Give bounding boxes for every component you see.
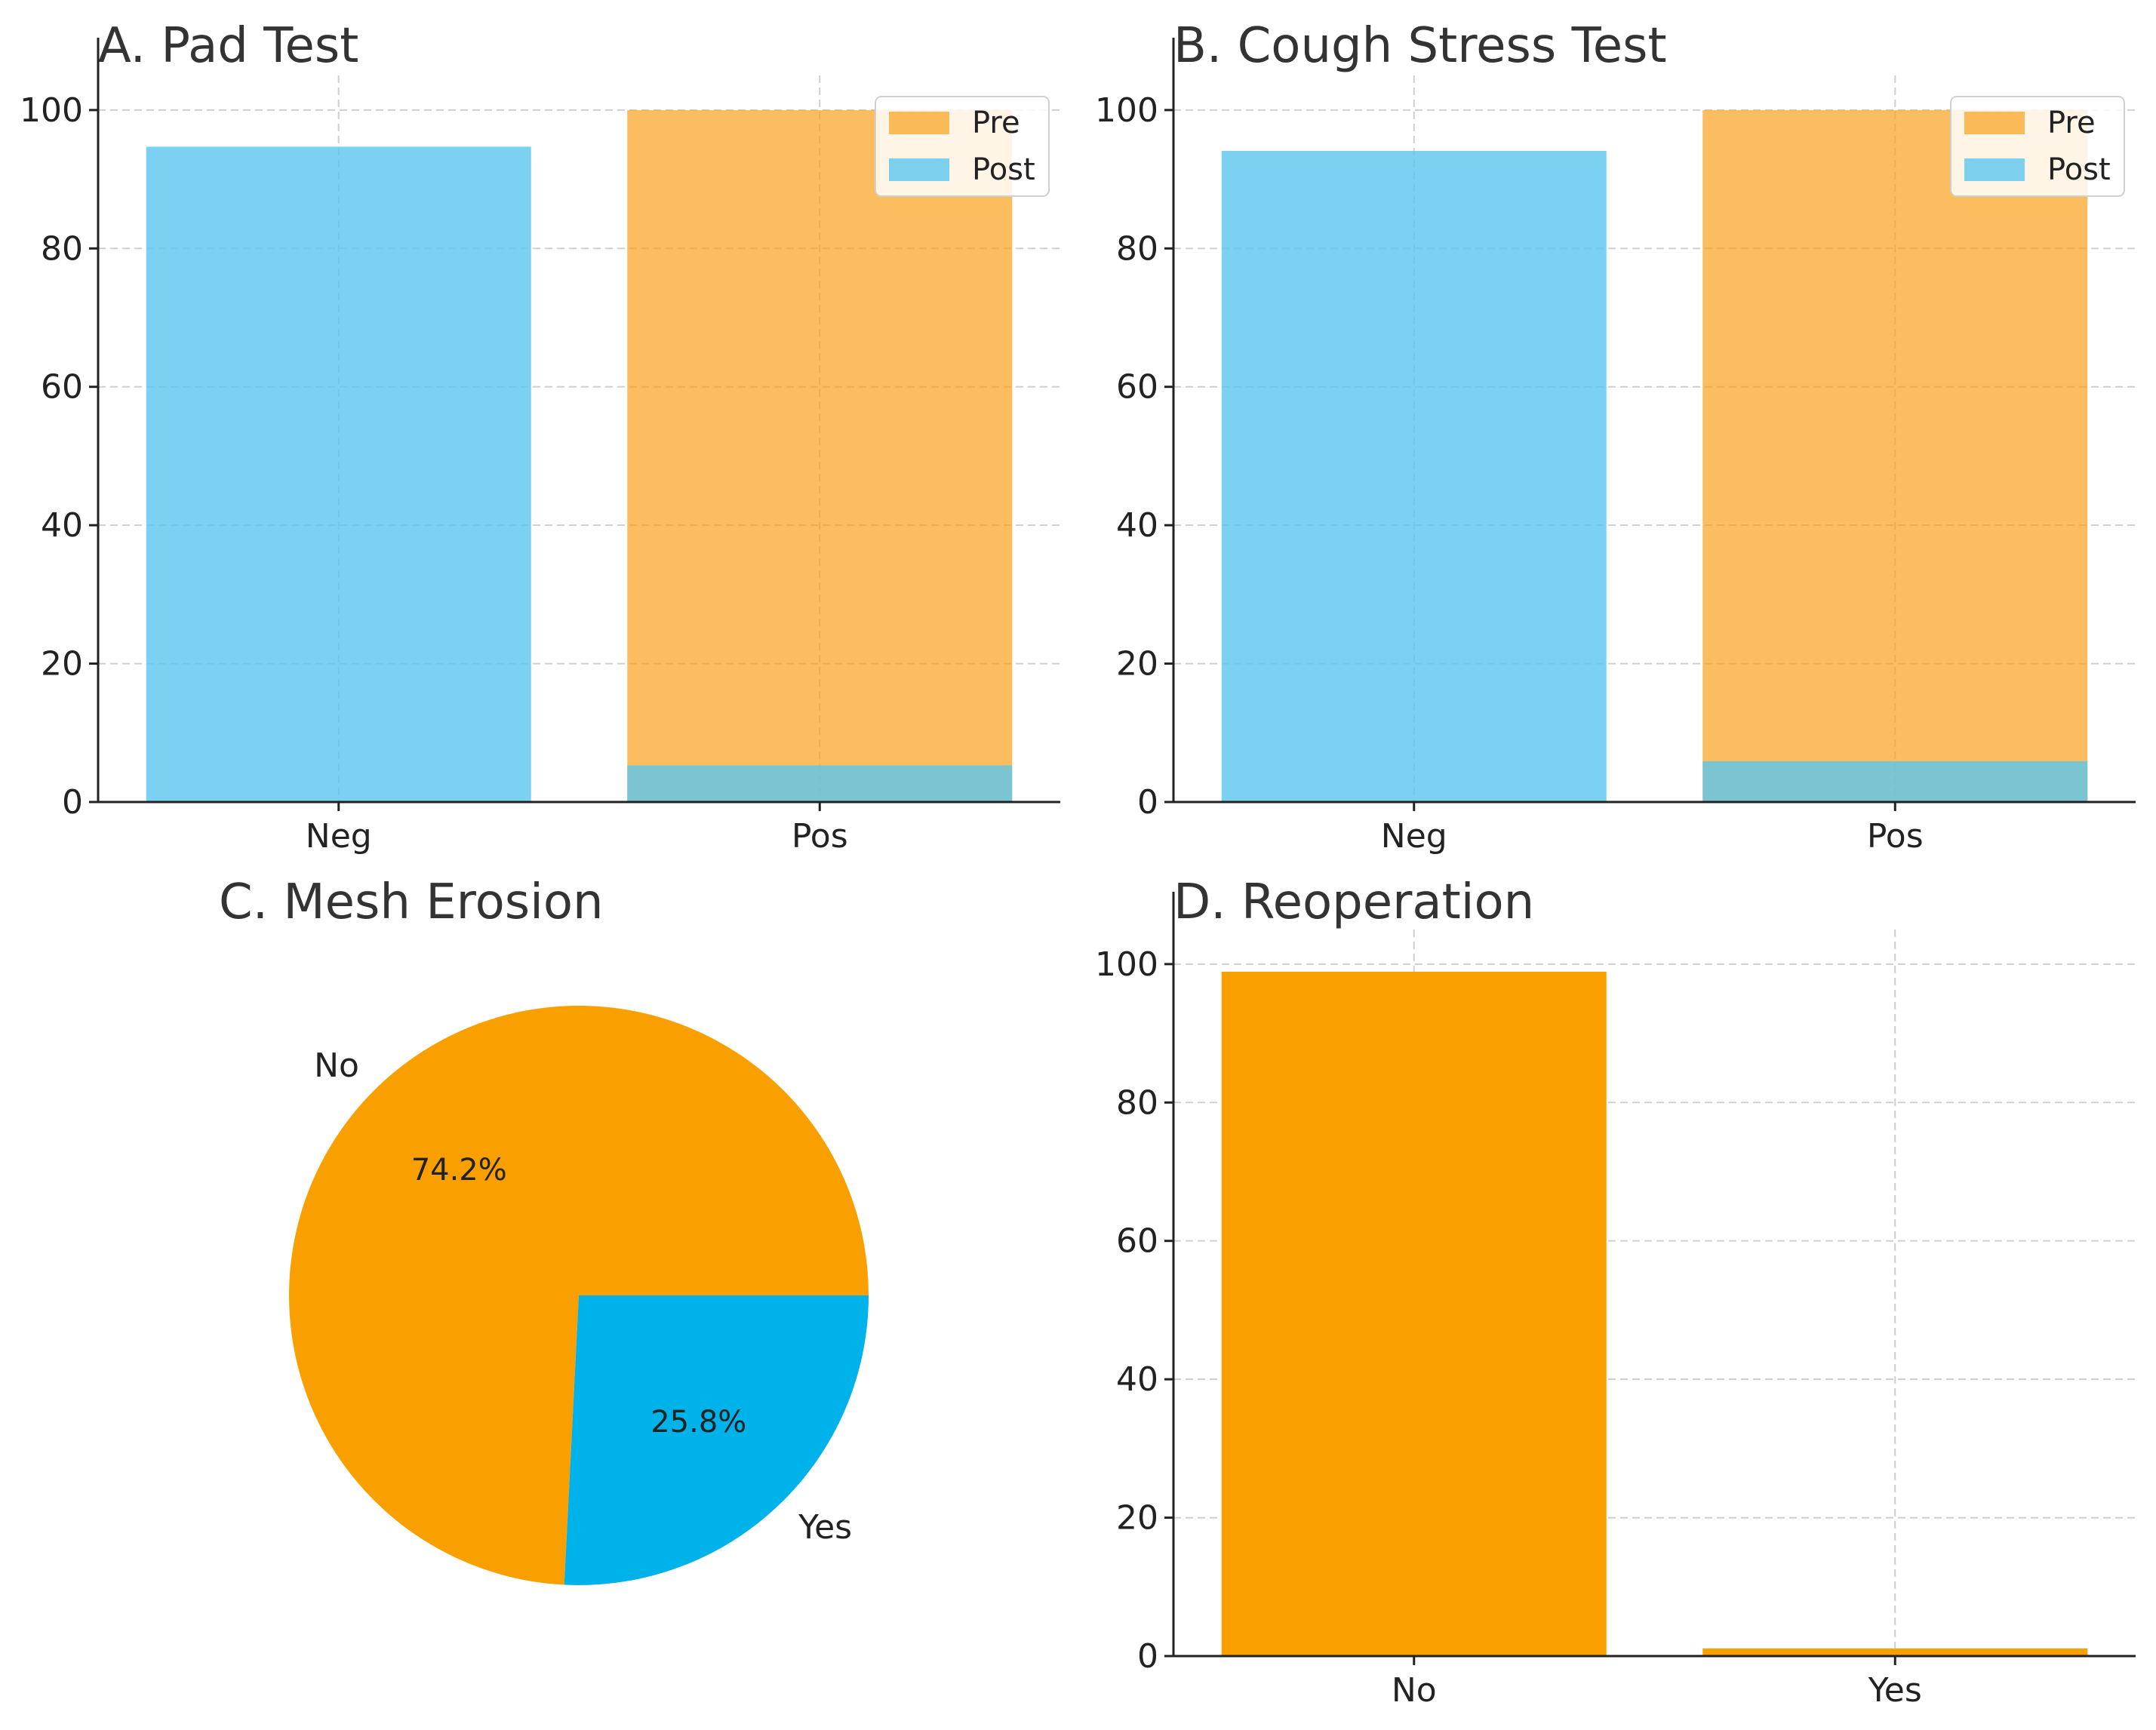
panel-cough-stress-test: B. Cough Stress Test 0 20 40 60 80 100 Neg Pos P… bbox=[1095, 18, 2136, 856]
axes-pad-test: 0 20 40 60 80 100 Neg Pos Pre Post bbox=[20, 38, 1060, 856]
pie-label: Yes bbox=[798, 1508, 852, 1547]
y-tick-label: 0 bbox=[1137, 1637, 1158, 1676]
y-tick-label: 100 bbox=[1095, 945, 1158, 984]
bar-post-pos bbox=[1702, 761, 2088, 802]
bar-pre-pos bbox=[1702, 109, 2088, 802]
legend-label-pre: Pre bbox=[972, 106, 1020, 140]
pie-slice-no bbox=[289, 1006, 869, 1585]
axes-cough-stress-test: 0 20 40 60 80 100 Neg Pos Pre Post bbox=[1095, 38, 2136, 856]
y-tick-label: 0 bbox=[1137, 783, 1158, 822]
y-tick-label: 20 bbox=[1116, 1499, 1158, 1538]
y-tick-label: 60 bbox=[1116, 368, 1158, 407]
legend-label-post: Post bbox=[972, 152, 1035, 187]
y-tick-label: 20 bbox=[1116, 645, 1158, 684]
y-tick-label: 20 bbox=[41, 645, 83, 684]
legend-swatch-post bbox=[889, 158, 949, 181]
panel-pad-test: A. Pad Test 0 20 40 60 80 100 Neg Pos Pre Post bbox=[20, 18, 1060, 856]
legend-label-pre: Pre bbox=[2047, 106, 2096, 140]
panel-mesh-erosion: C. Mesh Erosion 74.2% No 25.8% Yes bbox=[219, 874, 869, 1585]
pie-label: No bbox=[314, 1046, 359, 1085]
chart-title: B. Cough Stress Test bbox=[1173, 18, 1667, 74]
y-tick-label: 100 bbox=[20, 91, 83, 130]
y-tick-label: 80 bbox=[1116, 229, 1158, 268]
legend: Pre Post bbox=[875, 96, 1050, 197]
legend-swatch-pre bbox=[1964, 112, 2025, 134]
y-tick-label: 60 bbox=[41, 368, 83, 407]
chart-title: D. Reoperation bbox=[1173, 874, 1534, 930]
y-tick-label: 0 bbox=[62, 783, 83, 822]
pie-mesh-erosion: 74.2% No 25.8% Yes bbox=[289, 1006, 869, 1585]
x-tick-label: Neg bbox=[306, 817, 372, 856]
pie-slice-yes bbox=[564, 1295, 869, 1585]
bar-post-neg bbox=[1221, 150, 1607, 802]
bar-yes bbox=[1702, 1648, 2088, 1656]
x-tick-label: Pos bbox=[792, 817, 848, 856]
x-tick-label: Neg bbox=[1381, 817, 1447, 856]
pie-pct-label: 74.2% bbox=[411, 1153, 507, 1188]
bar-no bbox=[1221, 971, 1607, 1656]
y-tick-label: 40 bbox=[41, 506, 83, 545]
chart-title: C. Mesh Erosion bbox=[219, 874, 604, 930]
y-tick-label: 40 bbox=[1116, 506, 1158, 545]
y-tick-label: 60 bbox=[1116, 1222, 1158, 1261]
x-tick-label: Pos bbox=[1867, 817, 1924, 856]
bar-pre-pos bbox=[627, 109, 1013, 802]
y-tick-label: 100 bbox=[1095, 91, 1158, 130]
y-tick-label: 40 bbox=[1116, 1360, 1158, 1399]
axes-reoperation: 0 20 40 60 80 100 No Yes bbox=[1095, 892, 2136, 1710]
pie-pct-label: 25.8% bbox=[650, 1405, 746, 1440]
legend-swatch-pre bbox=[889, 112, 949, 134]
legend: Pre Post bbox=[1950, 96, 2125, 197]
bar-post-neg bbox=[146, 146, 531, 803]
x-tick-label: Yes bbox=[1868, 1671, 1922, 1710]
y-tick-label: 80 bbox=[1116, 1083, 1158, 1122]
bar-post-pos bbox=[627, 765, 1013, 802]
x-tick-label: No bbox=[1392, 1671, 1437, 1710]
legend-label-post: Post bbox=[2047, 152, 2111, 187]
legend-swatch-post bbox=[1964, 158, 2025, 181]
y-tick-label: 80 bbox=[41, 229, 83, 268]
chart-title: A. Pad Test bbox=[98, 18, 358, 74]
panel-reoperation: D. Reoperation 0 20 40 60 80 100 No Yes bbox=[1095, 874, 2136, 1710]
